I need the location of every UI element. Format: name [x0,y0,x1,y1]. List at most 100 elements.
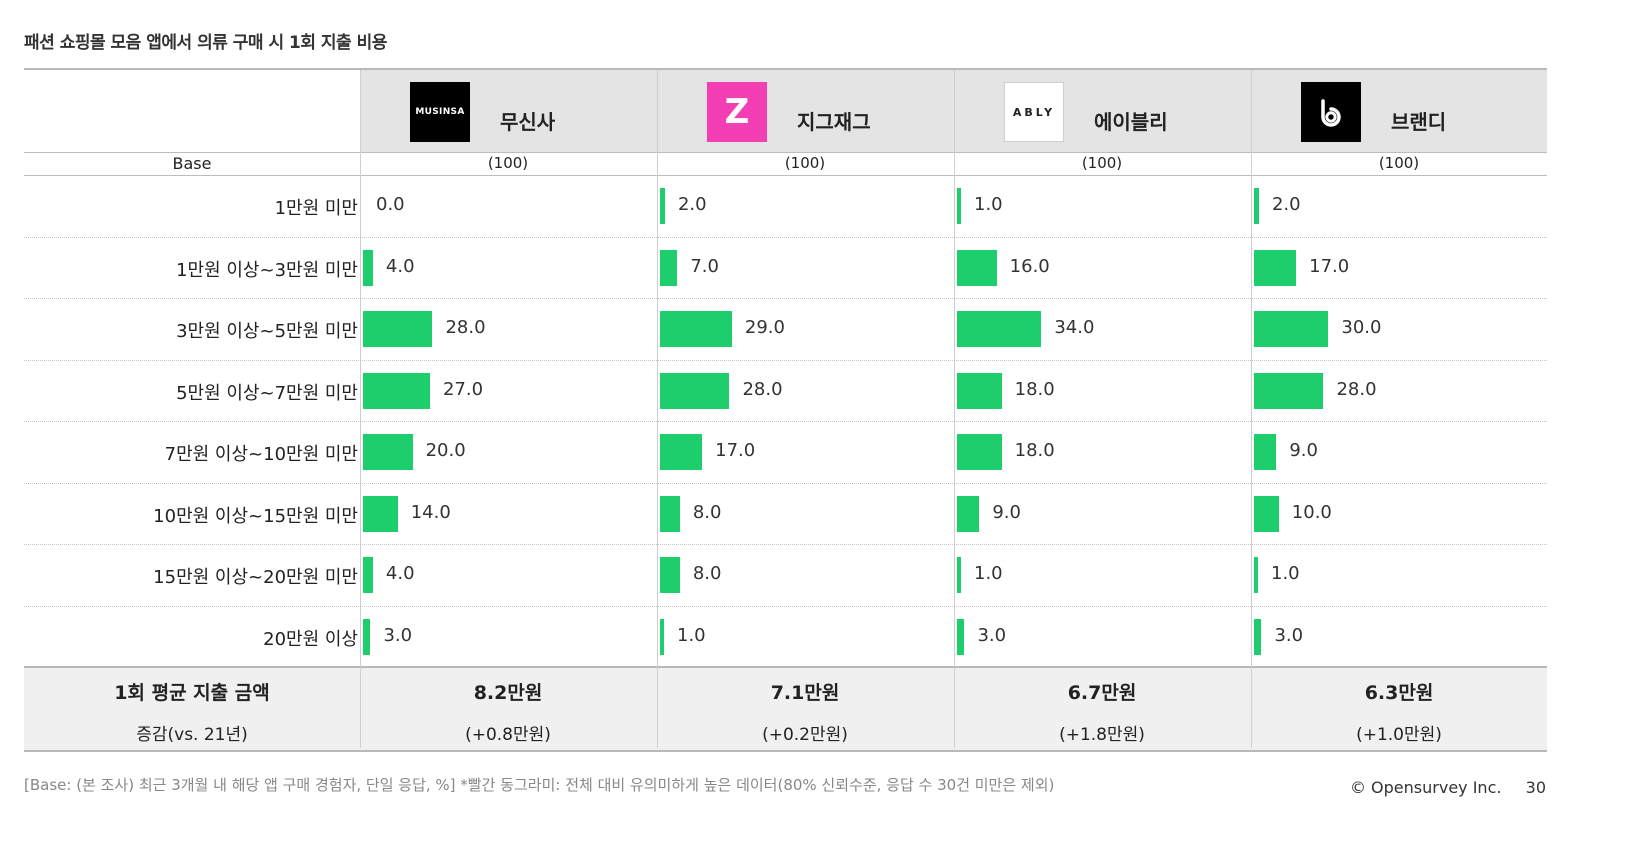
bar [1254,557,1258,593]
bar [363,618,371,655]
category-label: 10만원 이상~15만원 미만 [153,505,358,527]
bar [363,434,413,470]
base-label: Base [172,154,212,173]
brand-header-1: MUSINSA 무신사 [360,70,656,152]
bar-value-label: 28.0 [742,378,783,400]
bar-value-label: 17.0 [715,440,756,461]
bar-value-label: 8.0 [692,563,722,584]
bar [660,434,703,470]
bar [957,495,980,532]
bar-value-label: 28.0 [1336,378,1377,400]
copyright: © Opensurvey Inc. 30 [1350,778,1546,797]
base-row: Base (100) (100) (100) (100) [24,152,1547,176]
bar-value-label: 3.0 [1274,624,1304,646]
bar-value-label: 18.0 [1014,378,1055,400]
bar [660,188,665,224]
brand-name: 에이블리 [1094,110,1168,134]
bar-value-label: 1.0 [677,624,706,646]
bar-value-label: 7.0 [690,255,719,277]
avg-spend-label: 1회 평균 지출 금액 [114,682,270,704]
table-top-border [24,68,1547,70]
change-label: 증감(vs. 21년) [136,725,248,745]
bar [660,372,730,409]
bar-value-label: 14.0 [410,501,451,523]
bar-value-label: 1.0 [1271,563,1300,584]
change-value: (+0.2만원) [762,725,848,745]
category-label: 1만원 이상~3만원 미만 [176,259,358,281]
bar [1254,372,1324,409]
row-divider [24,482,1547,484]
zigzag-logo-text: Z [724,92,750,132]
change-value: (+1.8만원) [1059,725,1145,745]
bar-value-label: 9.0 [1289,440,1318,461]
bar [957,434,1002,470]
row-divider [24,236,1547,238]
bar [1254,495,1279,532]
category-label: 5만원 이상~7만원 미만 [176,382,358,404]
bar [957,249,997,286]
category-label: 1만원 미만 [274,198,358,219]
bar-value-label: 20.0 [425,440,466,461]
bar-value-label: 4.0 [385,255,415,277]
category-label: 20만원 이상 [263,628,358,650]
ably-logo: ABLY [1004,82,1064,142]
brand-name: 무신사 [500,110,556,134]
category-label: 15만원 이상~20만원 미만 [153,567,358,588]
spending-table: Base (100) (100) (100) (100) 1회 평균 지출 금액 증감… [24,68,1547,752]
summary-band: 1회 평균 지출 금액 증감(vs. 21년) 8.2만원 (+0.8만원) 7.1… [24,666,1547,752]
brandi-logo [1301,82,1361,142]
base-value: (100) [784,154,826,172]
row-divider [24,605,1547,607]
bar [660,311,732,347]
page-title: 패션 쇼핑몰 모음 앱에서 의류 구매 시 1회 지출 비용 [24,33,387,53]
musinsa-logo: MUSINSA [410,82,470,142]
bar [1254,434,1277,470]
bar-value-label: 1.0 [974,563,1003,584]
bar [363,311,433,347]
bar [957,557,961,593]
bar-value-label: 3.0 [383,624,413,646]
bar-value-label: 29.0 [744,317,785,338]
bar [957,618,965,655]
bar [957,311,1042,347]
avg-spend-value: 6.3만원 [1364,682,1434,704]
page-number: 30 [1525,778,1546,797]
base-value: (100) [1081,154,1123,172]
column-divider [657,70,658,748]
bar-value-label: 28.0 [445,317,486,338]
bar-value-label: 18.0 [1014,440,1055,461]
brand-name: 브랜디 [1391,110,1447,134]
bar [1254,188,1259,224]
bar-value-label: 4.0 [385,563,415,584]
avg-spend-value: 6.7만원 [1067,682,1137,704]
bar-value-label: 10.0 [1291,501,1332,523]
bar [1254,618,1262,655]
bar [363,557,373,593]
brand-header-2: Z 지그재그 [657,70,953,152]
bar-value-label: 3.0 [977,624,1007,646]
bar [363,372,430,409]
footnote: [Base: (본 조사) 최근 3개월 내 해당 앱 구매 경험자, 단일 응… [24,776,1055,794]
bar-value-label: 8.0 [692,501,722,523]
base-value: (100) [487,154,529,172]
bar-value-label: 2.0 [1271,194,1301,215]
ably-logo-text: ABLY [1012,105,1056,119]
bar-value-label: 2.0 [677,194,707,215]
musinsa-logo-text: MUSINSA [415,107,465,117]
row-divider [24,421,1547,422]
brand-header-4: 브랜디 [1251,70,1547,152]
bar [1254,311,1329,347]
category-label: 3만원 이상~5만원 미만 [176,321,358,342]
bar-value-label: 27.0 [442,378,484,400]
bar [1254,249,1297,286]
bar-value-label: 17.0 [1309,255,1350,277]
change-value: (+1.0만원) [1356,725,1442,745]
zigzag-logo: Z [707,82,767,142]
bar [363,249,373,286]
copyright-text: © Opensurvey Inc. [1349,778,1502,797]
bar [660,495,680,532]
row-divider [24,544,1547,545]
brand-name: 지그재그 [797,110,871,134]
base-value: (100) [1378,154,1420,172]
column-divider [1251,70,1252,748]
